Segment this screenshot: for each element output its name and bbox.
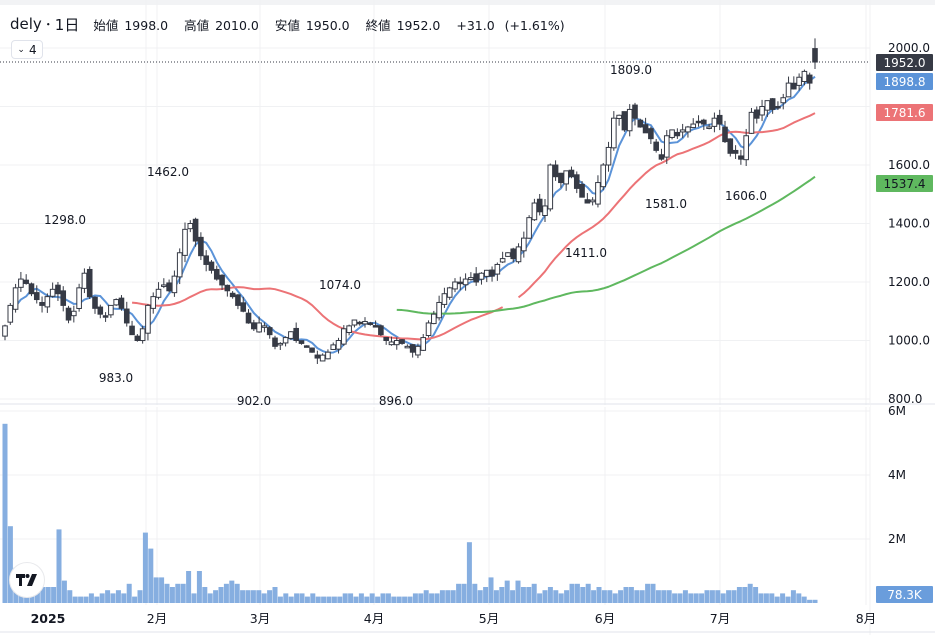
ohlc-values: 始値 1998.0 高値 2010.0 安値 1950.0 終値 1952.0 +31.… bbox=[93, 15, 570, 34]
time-tick: 4月 bbox=[364, 611, 384, 626]
price-annotation: 1809.0 bbox=[610, 63, 652, 77]
volume-bars bbox=[2, 423, 818, 603]
change-percent: (+1.61%) bbox=[504, 17, 565, 33]
last-price-badge: 1952.0 bbox=[876, 54, 933, 71]
time-tick: 8月 bbox=[856, 611, 876, 626]
axes: 2000.0 1600.0 1400.0 1200.0 1000.0 800.06M 4M 2… bbox=[0, 41, 930, 626]
time-tick: 2月 bbox=[147, 611, 167, 626]
time-tick: 7月 bbox=[710, 611, 730, 626]
price-annotation: 983.0 bbox=[99, 371, 133, 385]
top-strip bbox=[0, 0, 935, 5]
price-annotation: 1462.0 bbox=[147, 165, 189, 179]
volume-tick: 2M bbox=[888, 532, 906, 546]
price-annotation: 896.0 bbox=[379, 394, 413, 408]
open-label: 始値 bbox=[93, 17, 119, 33]
legend-separator: ・ bbox=[42, 18, 54, 31]
low-label: 安値 bbox=[274, 17, 300, 33]
indicator-count: 4 bbox=[28, 42, 37, 57]
ma-long-badge: 1537.4 bbox=[876, 175, 933, 192]
indicator-collapse-button[interactable]: ⌄ 4 bbox=[11, 40, 43, 59]
high-label: 高値 bbox=[184, 17, 210, 33]
price-tick: 800.0 bbox=[888, 392, 922, 406]
volume-tick: 4M bbox=[888, 468, 906, 482]
time-tick: 3月 bbox=[250, 611, 270, 626]
volume-badge: 78.3K bbox=[876, 586, 933, 603]
price-tick: 1200.0 bbox=[888, 275, 930, 289]
symbol-legend: dely ・ 1日 始値 1998.0 高値 2010.0 安値 1950.0 終値 1… bbox=[10, 13, 571, 35]
price-annotation: 1606.0 bbox=[725, 189, 767, 203]
moving-average-lines bbox=[14, 75, 816, 354]
price-annotation: 1298.0 bbox=[44, 213, 86, 227]
price-tick: 1400.0 bbox=[888, 217, 930, 231]
candlesticks bbox=[2, 38, 818, 364]
open-value: 1998.0 bbox=[124, 17, 169, 33]
symbol-name[interactable]: dely bbox=[10, 15, 42, 33]
time-tick: 5月 bbox=[479, 611, 499, 626]
volume-tick: 6M bbox=[888, 404, 906, 418]
ma-short-badge: 1898.8 bbox=[876, 73, 933, 90]
price-annotation: 1581.0 bbox=[645, 197, 687, 211]
ma-mid-line bbox=[131, 286, 504, 341]
change-value: +31.0 bbox=[456, 17, 495, 33]
price-annotation: 1074.0 bbox=[319, 278, 361, 292]
price-tick: 2000.0 bbox=[888, 41, 930, 55]
ma-mid-badge: 1781.6 bbox=[876, 104, 933, 121]
close-label: 終値 bbox=[365, 17, 391, 33]
ma-long-line bbox=[396, 175, 816, 315]
price-tick: 1600.0 bbox=[888, 158, 930, 172]
price-annotations: 1298.0 1462.0 983.0 902.0 1074.0 896.0 1411.0 1… bbox=[0, 63, 870, 408]
time-tick: 6月 bbox=[595, 611, 615, 626]
tradingview-icon bbox=[16, 574, 37, 586]
price-tick: 1000.0 bbox=[888, 334, 930, 348]
low-value: 1950.0 bbox=[305, 17, 350, 33]
time-tick: 2025 bbox=[31, 611, 66, 626]
tradingview-logo[interactable] bbox=[9, 562, 45, 598]
chevron-down-icon: ⌄ bbox=[17, 44, 25, 55]
close-value: 1952.0 bbox=[396, 17, 441, 33]
price-annotation: 1411.0 bbox=[565, 246, 607, 260]
price-annotation: 902.0 bbox=[237, 394, 271, 408]
interval-label[interactable]: 1日 bbox=[54, 15, 80, 34]
high-value: 2010.0 bbox=[215, 17, 259, 33]
